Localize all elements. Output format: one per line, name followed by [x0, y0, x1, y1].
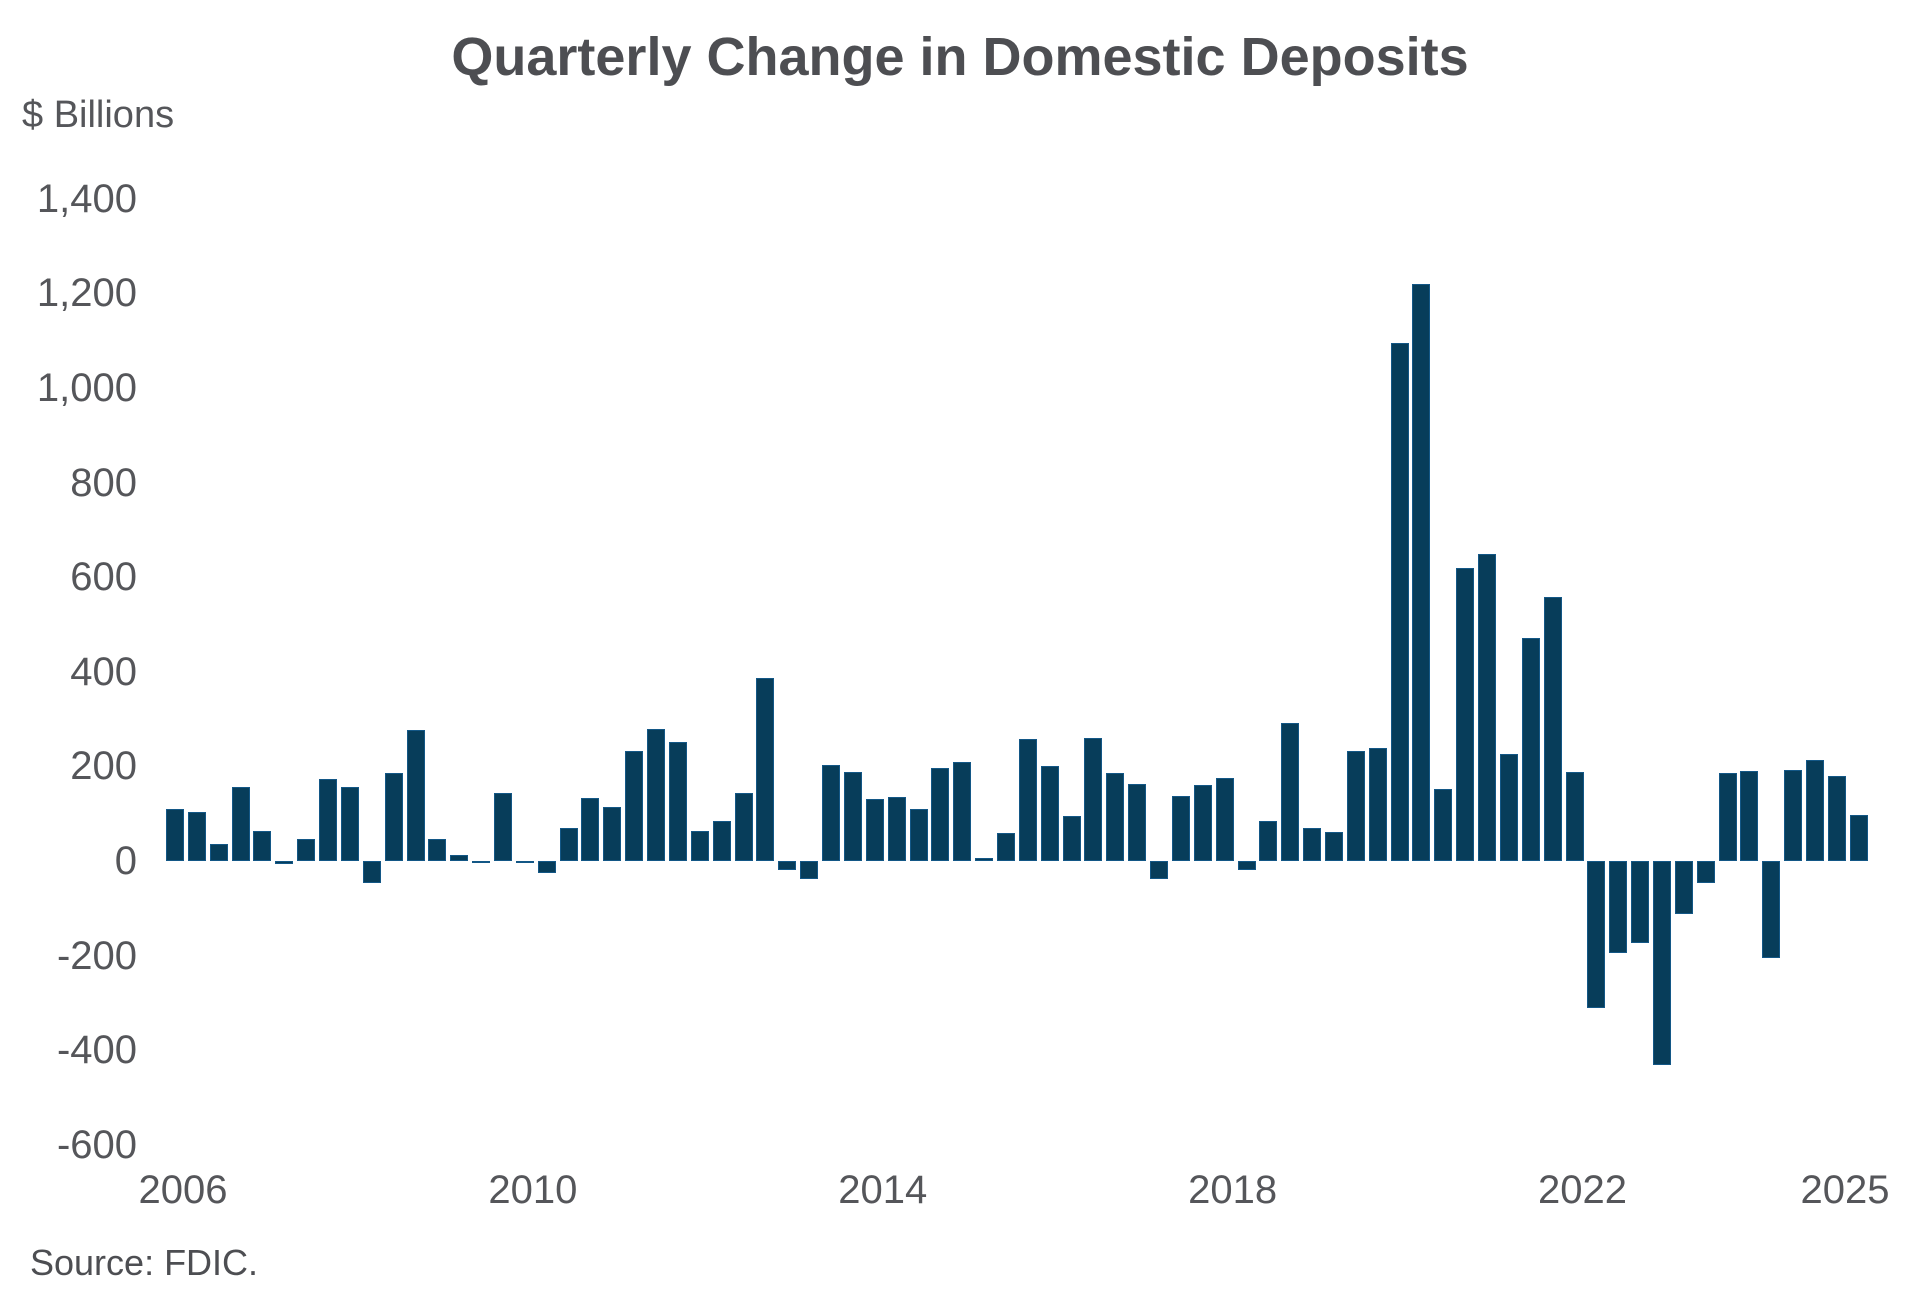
- bar-2012-Q2: [712, 820, 731, 861]
- bar-2021-Q2: [1499, 754, 1518, 861]
- bar-2018-Q3: [1259, 820, 1278, 861]
- bar-2019-Q2: [1325, 832, 1343, 861]
- bar-2018-Q1: [1215, 777, 1234, 861]
- bar-2024-Q3: [1784, 769, 1803, 861]
- bar-2013-Q1: [778, 861, 797, 871]
- bar-2006-Q3: [209, 843, 228, 861]
- bar-2007-Q1: [253, 830, 272, 861]
- bar-2024-Q2: [1762, 861, 1781, 959]
- bar-2006-Q2: [187, 811, 206, 861]
- y-tick-label: -200: [56, 933, 137, 978]
- bar-2007-Q3: [297, 839, 316, 861]
- bar-2007-Q4: [319, 779, 338, 861]
- bar-2008-Q2: [362, 861, 381, 883]
- bar-2011-Q3: [647, 729, 666, 861]
- bar-2006-Q4: [231, 787, 250, 861]
- bar-2021-Q1: [1478, 554, 1497, 861]
- bar-2022-Q2: [1587, 861, 1606, 1009]
- bar-2012-Q4: [756, 678, 775, 861]
- x-tick-label-2022: 2022: [1538, 1168, 1628, 1212]
- bar-2014-Q1: [865, 799, 884, 861]
- bar-2016-Q4: [1106, 773, 1125, 861]
- y-tick-label: 1,200: [36, 271, 137, 316]
- bar-2010-Q3: [559, 828, 578, 861]
- y-tick-label: -400: [56, 1028, 137, 1073]
- bar-2017-Q2: [1150, 861, 1169, 880]
- bar-2016-Q3: [1084, 738, 1103, 861]
- bar-2015-Q1: [953, 762, 972, 861]
- x-tick-label-2018: 2018: [1188, 1168, 1278, 1212]
- bar-2020-Q1: [1390, 343, 1409, 861]
- y-tick-label: 600: [70, 555, 137, 600]
- bar-2019-Q1: [1303, 828, 1322, 861]
- bar-2010-Q1: [515, 861, 534, 864]
- bar-2020-Q3: [1434, 789, 1453, 861]
- bar-2021-Q4: [1543, 597, 1562, 861]
- bar-2010-Q4: [581, 798, 600, 861]
- bar-2012-Q1: [690, 830, 709, 861]
- bar-2014-Q2: [887, 796, 906, 861]
- bar-2019-Q4: [1368, 747, 1387, 861]
- bar-2009-Q2: [450, 854, 469, 861]
- bar-2009-Q1: [428, 839, 447, 861]
- bar-2023-Q3: [1696, 861, 1715, 883]
- bar-2018-Q2: [1237, 861, 1256, 871]
- bar-2020-Q4: [1456, 568, 1475, 861]
- bar-2014-Q3: [909, 808, 928, 861]
- bar-2009-Q3: [472, 861, 491, 863]
- bar-2011-Q1: [603, 806, 622, 861]
- bar-2007-Q2: [275, 861, 294, 864]
- bar-2008-Q1: [340, 786, 359, 861]
- bar-2024-Q4: [1806, 759, 1825, 861]
- bar-2008-Q3: [384, 773, 403, 861]
- y-tick-label: 1,400: [36, 176, 137, 221]
- bar-2017-Q1: [1128, 783, 1147, 861]
- x-tick-label-2006: 2006: [138, 1168, 228, 1212]
- y-tick-label: -600: [56, 1122, 137, 1167]
- bar-2015-Q4: [1018, 739, 1037, 861]
- bar-2015-Q3: [996, 832, 1015, 861]
- bar-2009-Q4: [494, 793, 513, 861]
- bar-2017-Q3: [1171, 795, 1190, 861]
- source-note: Source: FDIC.: [30, 1242, 259, 1283]
- bar-2013-Q4: [843, 771, 862, 861]
- bar-2025-Q1: [1827, 776, 1846, 861]
- bar-2022-Q1: [1565, 771, 1584, 861]
- y-tick-label: 400: [70, 649, 137, 694]
- bar-2020-Q2: [1412, 283, 1431, 861]
- bar-2011-Q2: [625, 751, 644, 861]
- bar-2013-Q2: [800, 861, 819, 880]
- bar-2008-Q4: [406, 730, 425, 861]
- bar-2025-Q2: [1849, 815, 1868, 861]
- bar-2017-Q4: [1193, 784, 1212, 861]
- bar-2022-Q4: [1631, 861, 1650, 944]
- y-tick-label: 200: [70, 744, 137, 789]
- bar-2011-Q4: [668, 741, 687, 861]
- y-tick-label: 1,000: [36, 366, 137, 410]
- bar-2010-Q2: [537, 861, 556, 874]
- y-tick-label: 800: [70, 460, 137, 505]
- y-axis-unit-label: $ Billions: [22, 94, 175, 136]
- x-tick-label-2014: 2014: [838, 1168, 928, 1212]
- bar-2012-Q3: [734, 792, 753, 861]
- bar-2014-Q4: [931, 768, 950, 861]
- bar-2015-Q2: [975, 858, 994, 861]
- bar-2024-Q1: [1740, 771, 1759, 861]
- x-tick-label-2010: 2010: [488, 1168, 578, 1212]
- y-tick-label: 0: [114, 839, 137, 883]
- bar-2018-Q4: [1281, 723, 1300, 861]
- bar-2021-Q3: [1521, 638, 1540, 861]
- chart-title: Quarterly Change in Domestic Deposits: [451, 27, 1469, 87]
- bar-2016-Q2: [1062, 816, 1081, 861]
- bar-2023-Q4: [1718, 773, 1737, 861]
- bar-2023-Q1: [1653, 861, 1672, 1065]
- bar-2006-Q1: [166, 808, 184, 861]
- bar-2023-Q2: [1674, 861, 1693, 915]
- bar-2016-Q1: [1040, 765, 1059, 861]
- bar-2019-Q3: [1346, 750, 1365, 861]
- bar-2022-Q3: [1609, 861, 1628, 953]
- x-tick-label-2025: 2025: [1800, 1168, 1890, 1212]
- bar-2013-Q3: [822, 764, 841, 861]
